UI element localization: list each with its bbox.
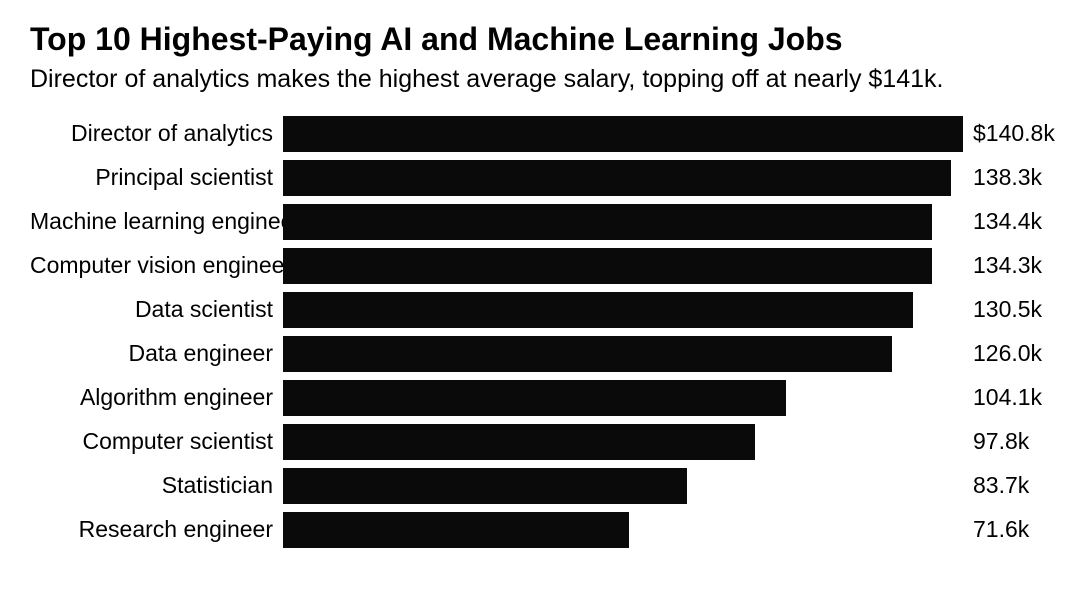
bar-track bbox=[283, 424, 963, 460]
bar-label: Director of analytics bbox=[30, 120, 283, 147]
bar-value: 138.3k bbox=[963, 164, 1042, 191]
bar-row: Research engineer 71.6k bbox=[30, 512, 1050, 548]
bar-row: Machine learning engineer 134.4k bbox=[30, 204, 1050, 240]
bar-row: Principal scientist 138.3k bbox=[30, 160, 1050, 196]
bar-fill bbox=[283, 336, 892, 372]
chart-container: Top 10 Highest-Paying AI and Machine Lea… bbox=[0, 0, 1080, 598]
bar-track bbox=[283, 204, 963, 240]
bar-row: Director of analytics$140.8k bbox=[30, 116, 1050, 152]
bar-value: 104.1k bbox=[963, 384, 1042, 411]
bar-row: Computer vision engineer 134.3k bbox=[30, 248, 1050, 284]
bar-fill bbox=[283, 116, 963, 152]
bar-track bbox=[283, 380, 963, 416]
bar-value: 134.4k bbox=[963, 208, 1042, 235]
bar-row: Computer scientist 97.8k bbox=[30, 424, 1050, 460]
bar-value: 130.5k bbox=[963, 296, 1042, 323]
bar-fill bbox=[283, 424, 755, 460]
bar-label: Computer scientist bbox=[30, 428, 283, 455]
bar-fill bbox=[283, 512, 629, 548]
bar-track bbox=[283, 116, 963, 152]
bar-row: Data engineer 126.0k bbox=[30, 336, 1050, 372]
bar-fill bbox=[283, 292, 913, 328]
bar-fill bbox=[283, 248, 932, 284]
bar-value: 83.7k bbox=[963, 472, 1029, 499]
bar-value: 126.0k bbox=[963, 340, 1042, 367]
bar-label: Computer vision engineer bbox=[30, 252, 283, 279]
bar-chart: Director of analytics$140.8k Principal sc… bbox=[30, 116, 1050, 548]
bar-row: Data scientist 130.5k bbox=[30, 292, 1050, 328]
bar-label: Machine learning engineer bbox=[30, 208, 283, 235]
bar-fill bbox=[283, 160, 951, 196]
bar-track bbox=[283, 248, 963, 284]
bar-value: $140.8k bbox=[963, 120, 1055, 147]
bar-value: 134.3k bbox=[963, 252, 1042, 279]
bar-value: 71.6k bbox=[963, 516, 1029, 543]
bar-fill bbox=[283, 204, 932, 240]
bar-label: Data engineer bbox=[30, 340, 283, 367]
bar-fill bbox=[283, 468, 687, 504]
bar-track bbox=[283, 512, 963, 548]
bar-row: Algorithm engineer 104.1k bbox=[30, 380, 1050, 416]
bar-fill bbox=[283, 380, 786, 416]
bar-track bbox=[283, 292, 963, 328]
bar-label: Research engineer bbox=[30, 516, 283, 543]
bar-label: Data scientist bbox=[30, 296, 283, 323]
bar-track bbox=[283, 468, 963, 504]
bar-label: Principal scientist bbox=[30, 164, 283, 191]
bar-track bbox=[283, 160, 963, 196]
bar-track bbox=[283, 336, 963, 372]
chart-subtitle: Director of analytics makes the highest … bbox=[30, 63, 1050, 96]
bar-row: Statistician 83.7k bbox=[30, 468, 1050, 504]
bar-label: Algorithm engineer bbox=[30, 384, 283, 411]
bar-label: Statistician bbox=[30, 472, 283, 499]
chart-title: Top 10 Highest-Paying AI and Machine Lea… bbox=[30, 22, 1050, 57]
bar-value: 97.8k bbox=[963, 428, 1029, 455]
